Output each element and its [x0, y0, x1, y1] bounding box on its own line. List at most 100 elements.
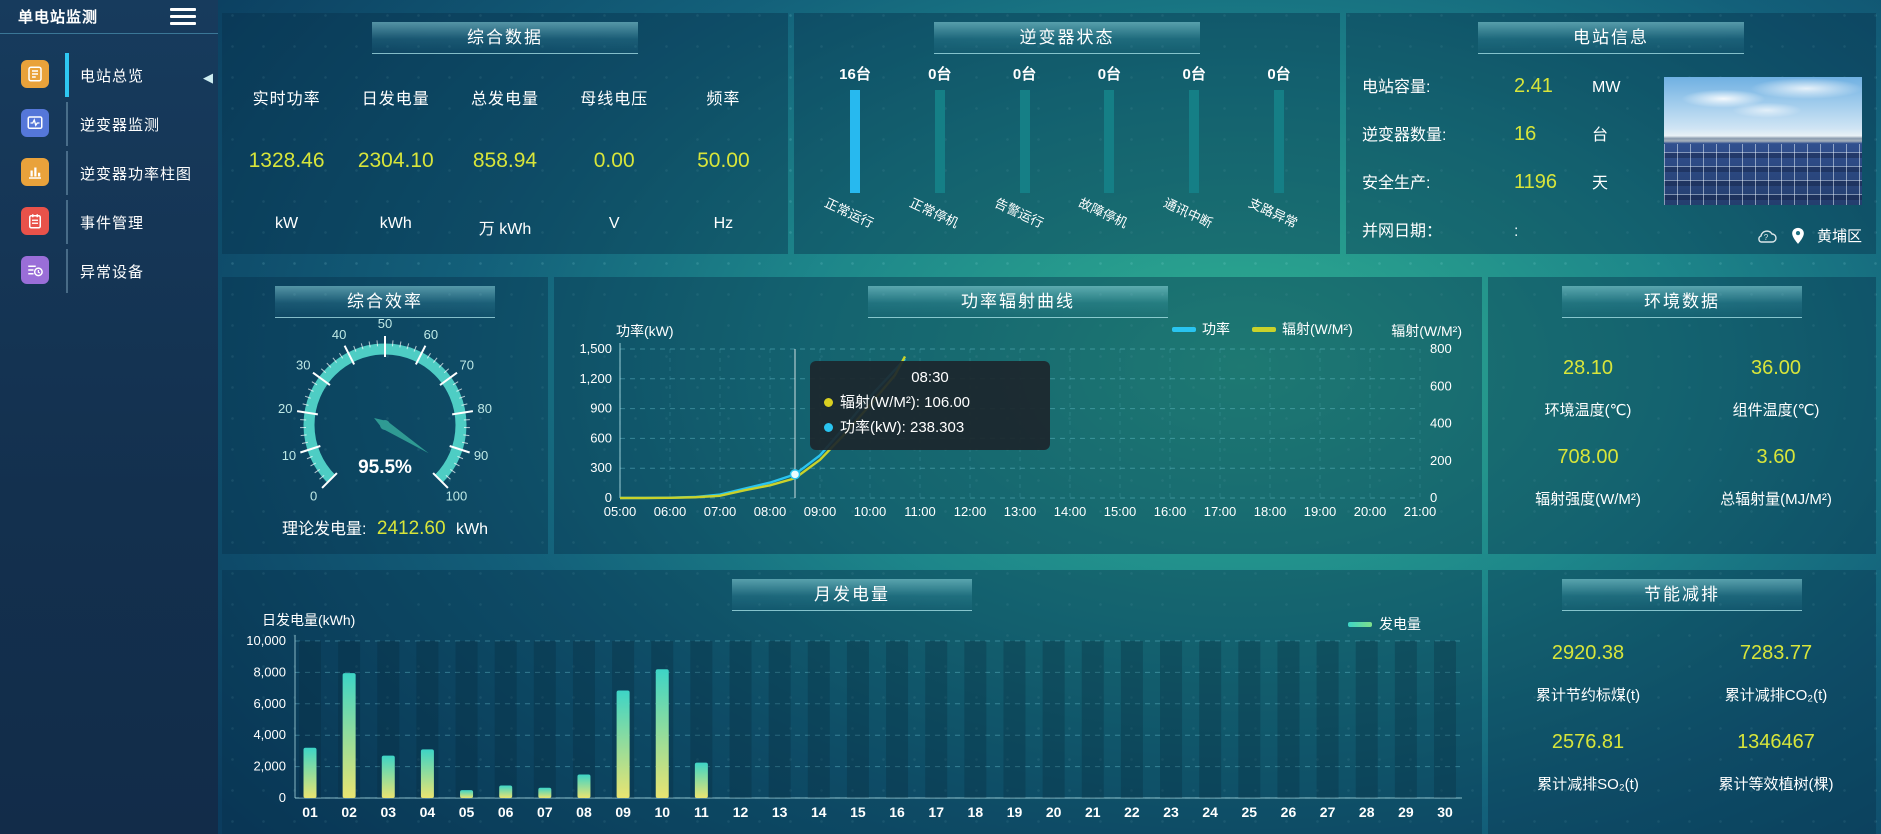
location-name: 黄埔区	[1816, 228, 1862, 245]
sidebar-item-events[interactable]: 事件管理	[0, 200, 218, 251]
station-geo: ? 黄埔区	[1755, 225, 1862, 246]
sidebar-item-overview[interactable]: 电站总览	[0, 53, 218, 104]
environment-metric-value: 36.00	[1750, 357, 1802, 379]
inverter-bar	[934, 90, 945, 193]
saving-metric: 2576.81 累计减排SO₂(t)	[1494, 731, 1682, 794]
panel-power-curve-title: 功率辐射曲线	[868, 286, 1168, 318]
monthly-legend[interactable]: 发电量	[1348, 614, 1421, 634]
sidebar-item-divider	[66, 249, 68, 293]
svg-text:12: 12	[733, 804, 749, 820]
sidebar-item-label: 异常设备	[80, 264, 145, 281]
environment-metric-label: 总辐射量(MJ/M²)	[1720, 491, 1832, 508]
panel-saving: 节能减排 2920.38 累计节约标煤(t) 7283.77 累计减排CO₂(t) 25…	[1488, 570, 1876, 834]
summary-metric-label: 总发电量	[470, 91, 539, 108]
svg-text:25: 25	[1242, 804, 1258, 820]
inverter-status-column: 0台 通讯中断	[1159, 63, 1229, 254]
svg-text:06: 06	[498, 804, 514, 820]
left-axis-name: 功率(kW)	[616, 323, 674, 339]
svg-text:22: 22	[1124, 804, 1140, 820]
inverter-count: 0台	[1267, 66, 1291, 83]
abnormal-devices-icon	[21, 256, 49, 284]
station-photo	[1664, 77, 1862, 205]
station-info-value: 16	[1514, 123, 1537, 145]
station-info-label: 并网日期：	[1362, 223, 1443, 240]
svg-text:08: 08	[576, 804, 592, 820]
panel-station-info: 电站信息 电站容量: 2.41 MW 逆变器数量: 16 台安全生产: 1196 天并网日期：…	[1346, 13, 1876, 254]
svg-text:30: 30	[1437, 804, 1453, 820]
inverter-state-label: 故障停机	[1076, 195, 1131, 231]
svg-text:4,000: 4,000	[253, 727, 286, 742]
panel-summary-title: 综合数据	[372, 22, 638, 54]
environment-metric-label: 组件温度(℃)	[1732, 402, 1820, 419]
svg-text:13:00: 13:00	[1004, 504, 1037, 519]
svg-text:09:00: 09:00	[804, 504, 837, 519]
summary-metric-value: 1328.46	[248, 149, 325, 172]
menu-toggle-icon[interactable]	[170, 8, 196, 29]
sidebar-item-inverter-monitor[interactable]: 逆变器监测	[0, 102, 218, 153]
right-axis-name: 辐射(W/M²)	[1391, 323, 1462, 339]
svg-text:18:00: 18:00	[1254, 504, 1287, 519]
svg-text:07: 07	[537, 804, 553, 820]
station-info-label: 安全生产:	[1362, 175, 1431, 192]
sidebar-item-power-bars[interactable]: 逆变器功率柱图	[0, 151, 218, 202]
svg-text:18: 18	[968, 804, 984, 820]
environment-metrics: 28.10 环境温度(℃) 36.00 组件温度(℃) 708.00 辐射强度(W/M²)…	[1494, 357, 1870, 509]
sidebar-collapse-arrow[interactable]: ◀	[203, 70, 213, 85]
saving-metric-value: 7283.77	[1739, 642, 1813, 664]
power-curve-legend[interactable]: 功率 辐射(W/M²)	[1172, 319, 1367, 339]
svg-text:27: 27	[1320, 804, 1336, 820]
weather-cloud-icon[interactable]: ?	[1755, 228, 1779, 244]
saving-metric: 7283.77 累计减排CO₂(t)	[1682, 642, 1870, 705]
saving-metrics: 2920.38 累计节约标煤(t) 7283.77 累计减排CO₂(t) 2576.81…	[1494, 642, 1870, 794]
summary-metric-label: 频率	[706, 91, 741, 108]
sidebar-item-divider	[66, 102, 68, 146]
svg-text:8,000: 8,000	[253, 664, 286, 679]
svg-text:15: 15	[850, 804, 866, 820]
legend-label: 辐射(W/M²)	[1282, 321, 1353, 337]
legend-swatch	[1348, 621, 1372, 627]
svg-text:10,000: 10,000	[246, 633, 286, 648]
sidebar-item-label: 逆变器功率柱图	[80, 166, 193, 183]
panel-efficiency-title: 综合效率	[275, 286, 495, 318]
panel-inverter-status: 逆变器状态 16台 正常运行 0台 正常停机 0台 告警运行 0台 故障停机 0台 通讯中断 0台支…	[794, 13, 1340, 254]
panel-efficiency: 综合效率 0 10 20 30 40 50 60 70 80 90 100 95.5% 理论发电量: …	[222, 277, 548, 554]
sidebar-item-divider	[66, 200, 68, 244]
sidebar-item-abnormal-devices[interactable]: 异常设备	[0, 249, 218, 300]
station-info-rows: 电站容量: 2.41 MW 逆变器数量: 16 台安全生产: 1196 天并网日期：:	[1362, 73, 1652, 264]
svg-text:17:00: 17:00	[1204, 504, 1237, 519]
saving-metric: 1346467 累计等效植树(棵)	[1682, 731, 1870, 794]
legend-item[interactable]: 辐射(W/M²)	[1252, 319, 1353, 339]
station-info-unit: 台	[1592, 127, 1609, 144]
sidebar-item-divider	[65, 53, 69, 97]
environment-metric: 708.00 辐射强度(W/M²)	[1494, 446, 1682, 509]
monthly-axis-name: 日发电量(kWh)	[262, 612, 356, 628]
theoretical-generation-label: 理论发电量:	[281, 521, 367, 538]
panel-environment-title: 环境数据	[1562, 286, 1802, 318]
panel-summary: 综合数据 实时功率 1328.46 kW 日发电量 2304.10 kWh 总发电量 858.…	[222, 13, 788, 254]
summary-metric: 母线电压 0.00 V	[560, 57, 669, 254]
svg-text:300: 300	[590, 460, 612, 475]
inverter-state-label: 通讯中断	[1161, 195, 1216, 231]
svg-text:50: 50	[378, 316, 392, 331]
legend-item[interactable]: 功率	[1172, 319, 1230, 339]
location-pin-icon[interactable]	[1791, 227, 1805, 245]
svg-text:800: 800	[1430, 341, 1452, 356]
legend-item[interactable]: 发电量	[1348, 614, 1421, 634]
svg-text:16: 16	[889, 804, 905, 820]
station-info-row: 并网日期：:	[1362, 217, 1652, 241]
inverter-count: 16台	[839, 66, 871, 83]
svg-text:01: 01	[302, 804, 318, 820]
environment-metric: 28.10 环境温度(℃)	[1494, 357, 1682, 420]
power-bars-icon	[21, 158, 49, 186]
svg-text:05: 05	[459, 804, 475, 820]
svg-text:29: 29	[1398, 804, 1414, 820]
inverter-state-label: 支路异常	[1246, 195, 1300, 231]
sidebar-item-divider	[66, 151, 68, 195]
chart-tooltip: 08:30 辐射(W/M²): 106.00 功率(kW): 238.303	[810, 361, 1050, 450]
inverter-state-label: 正常停机	[907, 195, 961, 231]
svg-text:20: 20	[1046, 804, 1062, 820]
svg-text:13: 13	[772, 804, 788, 820]
legend-label: 功率	[1202, 321, 1230, 337]
svg-text:09: 09	[615, 804, 631, 820]
